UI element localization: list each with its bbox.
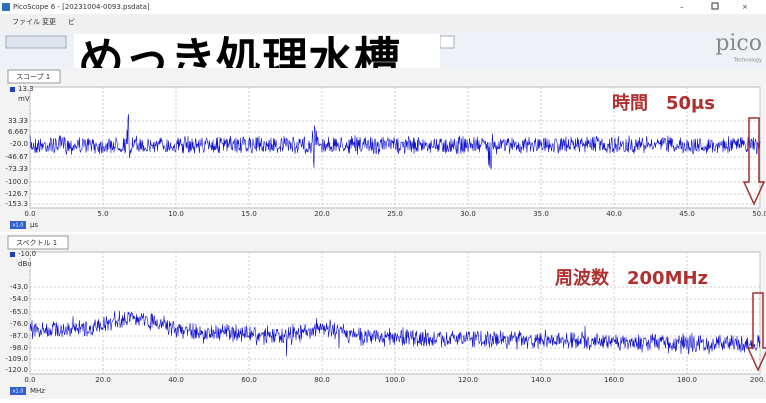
annotation: 周波数 200MHz [555,267,708,289]
y-tick-label: -126.7 [5,190,28,198]
y-tick-label: -98.0 [10,344,28,352]
maximize[interactable] [711,2,719,10]
zoom-label: x1.0 [13,223,24,229]
toolbar-buttons[interactable] [5,35,67,49]
menu-item[interactable]: 変更 [42,17,56,26]
x-tick-label: 40.0 [606,210,622,218]
title-bar [0,0,766,14]
menu-bar [0,14,766,30]
minimize[interactable]: – [680,3,684,11]
x-tick-label: 140.0 [531,376,551,384]
zoom-badge [10,387,26,395]
menu-item[interactable]: ファイル [12,18,40,26]
x-unit: μs [30,221,38,229]
arrow [746,292,766,372]
y-tick-label: -100.0 [5,178,28,186]
y-tick-label: -73.33 [5,165,28,173]
scope-tab-label: スコープ 1 [16,73,50,81]
x-tick-label: 25.0 [387,210,403,218]
x-tick-label: 45.0 [679,210,695,218]
y-tick-label: -76.0 [10,320,28,328]
x-unit: MHz [30,387,45,395]
app-icon [2,3,10,11]
x-tick-label: 180.0 [677,376,697,384]
y-tick-label: -43.0 [10,283,28,291]
y-tick-label: -65.0 [10,308,28,316]
y-tick-label: -109.0 [5,355,28,363]
x-tick-label: 160.0 [604,376,624,384]
y-top-label: 13.3 [18,85,34,93]
logo: pico [715,31,762,56]
scope-tab[interactable] [7,69,61,84]
x-tick-label: 20.0 [95,376,111,384]
y-tick-label: -20.0 [10,140,28,148]
y-tick-label: 6.667 [8,128,28,136]
x-tick-label: 0.0 [24,376,35,384]
y-unit: dBu [18,260,32,268]
toolbar-field[interactable] [439,35,455,49]
x-tick-label: 80.0 [314,376,330,384]
x-tick-label: 15.0 [241,210,257,218]
spectrum-tab-label: スペクトル 1 [16,239,57,247]
zoom-badge [10,221,26,229]
x-tick-label: 10.0 [168,210,184,218]
y-tick-label: -120.0 [5,366,28,374]
x-tick-label: 0.0 [24,210,35,218]
x-tick-label: 50.0 [752,210,766,218]
channel-marker [10,252,15,257]
x-tick-label: 35.0 [533,210,549,218]
y-unit: mV [18,95,30,103]
close[interactable]: × [742,3,748,11]
y-tick-label: 33.33 [8,117,28,125]
x-tick-label: 100.0 [385,376,405,384]
window-title: PicoScope 6 - [20231004-0093.psdata] [13,3,150,11]
y-tick-label: -54.0 [10,295,28,303]
x-tick-label: 120.0 [458,376,478,384]
x-tick-label: 5.0 [97,210,108,218]
spectrum-tab[interactable] [7,235,69,250]
y-top-label: -10.0 [18,250,36,258]
x-tick-label: 20.0 [314,210,330,218]
trace [29,114,761,169]
arrow [742,117,766,206]
x-tick-label: 200.0 [750,376,766,384]
menu-item[interactable]: ビ [68,17,75,26]
y-tick-label: -87.0 [10,332,28,340]
x-tick-label: 40.0 [168,376,184,384]
annotation: 時間 50μs [612,93,715,114]
logo-sub: Technology [733,58,762,64]
x-tick-label: 60.0 [241,376,257,384]
x-tick-label: 30.0 [460,210,476,218]
y-tick-label: -46.67 [5,153,28,161]
zoom-label: x1.0 [13,389,24,395]
y-tick-label: -153.3 [5,200,28,208]
channel-marker [10,87,15,92]
trace [29,310,761,357]
